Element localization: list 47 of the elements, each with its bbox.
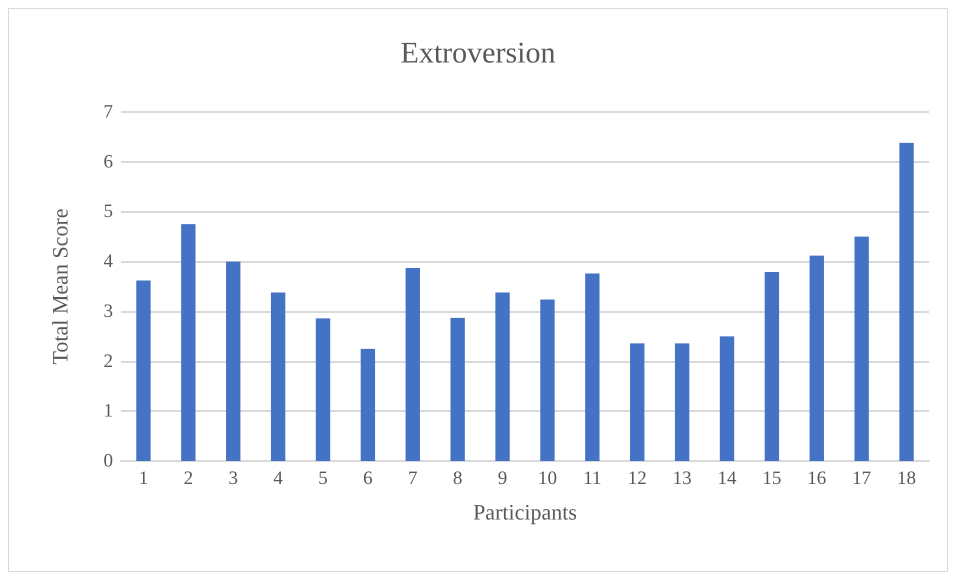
- x-tick-label: 9: [498, 468, 508, 489]
- bar: [764, 272, 780, 461]
- x-tick-label: 1: [138, 468, 148, 489]
- x-axis-title: Participants: [473, 500, 577, 524]
- bar: [316, 318, 330, 461]
- y-tick-label: 4: [104, 251, 114, 272]
- y-axis-title: Total Mean Score: [48, 208, 72, 365]
- chart-title: Extroversion: [400, 36, 556, 70]
- x-tick-label: 8: [452, 468, 462, 489]
- y-tick-label: 0: [104, 450, 113, 472]
- y-tick-label: 7: [104, 102, 113, 122]
- bar: [136, 280, 151, 461]
- y-tick-label: 3: [104, 300, 113, 322]
- bar: [360, 348, 376, 461]
- bar: [406, 268, 420, 461]
- bar: [630, 343, 644, 461]
- x-tick-label: 16: [807, 468, 826, 489]
- x-tick-label: 17: [852, 468, 872, 489]
- y-tick-label: 5: [104, 201, 113, 222]
- bar: [495, 292, 510, 461]
- bar: [854, 236, 869, 461]
- x-tick-label: 6: [363, 468, 373, 489]
- y-tick-label: 6: [104, 151, 113, 172]
- x-tick-label: 13: [672, 468, 692, 489]
- bar: [450, 318, 465, 461]
- y-tick-label: 2: [104, 350, 113, 372]
- x-tick-label: 3: [228, 468, 238, 489]
- bar: [810, 256, 824, 461]
- x-tick-label: 5: [318, 468, 328, 489]
- bar: [226, 262, 240, 461]
- x-tick-label: 18: [897, 468, 916, 489]
- x-tick-label: 2: [184, 468, 194, 489]
- x-tick-label: 15: [762, 468, 782, 489]
- x-tick-label: 10: [538, 468, 557, 489]
- x-tick-label: 12: [628, 468, 647, 489]
- bar: [674, 343, 690, 461]
- bar: [585, 274, 600, 461]
- x-tick-label: 14: [718, 468, 737, 489]
- bar: [540, 299, 555, 461]
- y-tick-label: 1: [104, 400, 113, 422]
- bar: [899, 142, 914, 461]
- bar: [181, 224, 196, 461]
- bar: [720, 336, 734, 461]
- x-tick-label: 11: [583, 468, 602, 489]
- bar: [270, 292, 286, 461]
- x-tick-label: 4: [273, 468, 284, 489]
- x-tick-label: 7: [408, 468, 418, 489]
